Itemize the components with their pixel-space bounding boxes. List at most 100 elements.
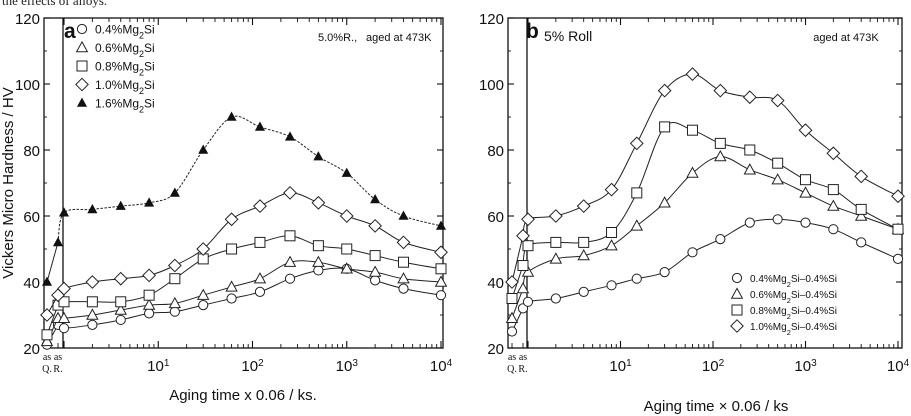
data-point: [311, 195, 326, 210]
data-point: [800, 174, 811, 186]
annotation-aging: aged at 473K: [366, 32, 432, 44]
data-point: [40, 334, 54, 347]
data-point: [87, 203, 98, 214]
data-point: [604, 182, 619, 197]
special-tick-sublabel: Q.: [507, 364, 517, 375]
data-point: [168, 296, 182, 309]
data-point: [435, 220, 447, 230]
data-point: [86, 296, 98, 308]
data-point: [398, 283, 409, 294]
data-point: [521, 265, 535, 277]
data-point: [517, 260, 529, 271]
annotation-aging: aged at 473K: [813, 32, 879, 44]
data-point: [58, 323, 70, 334]
data-point: [434, 245, 448, 260]
data-point: [369, 250, 381, 262]
data-point: [826, 146, 841, 161]
x-tick-label: 102: [241, 358, 264, 376]
data-point: [396, 235, 411, 250]
data-point: [772, 214, 783, 225]
data-point: [41, 329, 53, 341]
data-point: [686, 166, 699, 178]
special-tick-label: as: [54, 352, 62, 363]
data-point: [313, 265, 324, 276]
legend-label: 0.6%Mg2Si: [95, 41, 155, 59]
data-point: [340, 262, 353, 274]
data-point: [198, 300, 209, 311]
data-point: [658, 196, 671, 208]
legend-marker: [730, 319, 744, 333]
data-point: [85, 275, 100, 289]
y-axis-label: Vickers Micro Hardness / HV: [0, 87, 17, 278]
data-point: [631, 187, 643, 199]
annotation-condition: 5.0%R.,: [318, 32, 357, 44]
data-point: [167, 258, 182, 273]
data-point: [115, 296, 127, 308]
special-tick-label: as: [43, 352, 51, 363]
chart-panel-b: 20 40 60 80 100 120 101 102 103 104 asQ.asR. 0.4%Mg…: [479, 11, 910, 415]
data-point: [341, 167, 352, 177]
top-caption: the effects of alloys.: [2, 0, 108, 8]
legend-marker: [76, 97, 88, 107]
data-point: [339, 209, 354, 223]
data-point: [434, 275, 448, 287]
y-tick-label: 120: [15, 11, 40, 28]
data-point: [115, 314, 126, 326]
series-line: [522, 73, 899, 236]
series-line-start: [511, 235, 524, 283]
data-point: [198, 144, 209, 154]
legend-label: 0.8%Mg2Si–0.4%Si: [750, 306, 837, 321]
data-point: [578, 286, 589, 297]
data-point: [253, 199, 267, 214]
y-tick-label: 40: [23, 275, 40, 292]
panel-letter: b: [526, 20, 539, 43]
data-point: [370, 275, 381, 286]
data-point: [368, 218, 383, 233]
data-point: [798, 123, 813, 138]
special-tick-label: as: [508, 352, 516, 363]
data-point: [225, 280, 238, 292]
data-point: [827, 199, 840, 211]
x-tick-label: 104: [887, 358, 910, 376]
data-point: [659, 121, 671, 133]
data-point: [550, 293, 561, 304]
data-point: [283, 255, 297, 267]
data-point: [253, 272, 267, 284]
data-point: [397, 272, 410, 284]
data-point: [578, 236, 590, 248]
data-point: [827, 184, 839, 196]
data-point: [549, 252, 563, 264]
series-4: [41, 111, 447, 286]
data-point: [516, 228, 530, 243]
series-3: [40, 185, 448, 322]
data-point: [854, 169, 869, 184]
data-point: [606, 227, 618, 238]
data-point: [576, 199, 591, 214]
data-point: [397, 256, 409, 268]
data-point: [506, 293, 518, 304]
legend: 0.4%Mg2Si–0.4%Si0.6%Mg2Si–0.4%Si0.8%Mg2S…: [730, 272, 837, 336]
data-point: [772, 157, 784, 169]
data-point: [686, 124, 698, 136]
y-tick-label: 60: [23, 209, 40, 226]
special-tick-sublabel: Q.: [42, 364, 52, 375]
special-tick-label: as: [519, 352, 527, 363]
x-tick-label: 104: [430, 358, 453, 376]
data-point: [714, 149, 727, 162]
series-0: [41, 263, 447, 350]
series-1: [40, 255, 448, 347]
legend-marker: [731, 304, 743, 316]
data-point: [435, 290, 447, 301]
data-point: [854, 209, 868, 221]
x-axis-label: Aging time x 0.06 / ks.: [169, 387, 317, 404]
series-2: [41, 230, 447, 341]
data-point: [226, 111, 237, 121]
data-point: [892, 253, 904, 264]
y-tick-label: 120: [479, 11, 504, 28]
plot-frame: [507, 17, 903, 349]
data-point: [522, 240, 534, 252]
data-point: [522, 296, 534, 307]
y-tick-label: 100: [15, 77, 40, 94]
legend-marker: [76, 60, 88, 72]
data-point: [142, 268, 157, 283]
